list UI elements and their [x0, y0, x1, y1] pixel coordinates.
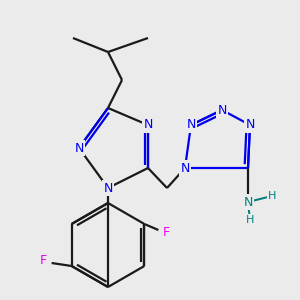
Text: F: F: [40, 254, 47, 268]
Text: N: N: [245, 118, 255, 131]
Text: N: N: [103, 182, 113, 194]
Text: N: N: [143, 118, 153, 131]
Text: N: N: [180, 161, 190, 175]
Text: N: N: [74, 142, 84, 154]
Text: H: H: [246, 215, 254, 225]
Text: N: N: [186, 118, 196, 131]
Text: F: F: [163, 226, 170, 238]
Text: N: N: [217, 103, 227, 116]
Text: H: H: [268, 191, 276, 201]
Text: N: N: [243, 196, 253, 208]
